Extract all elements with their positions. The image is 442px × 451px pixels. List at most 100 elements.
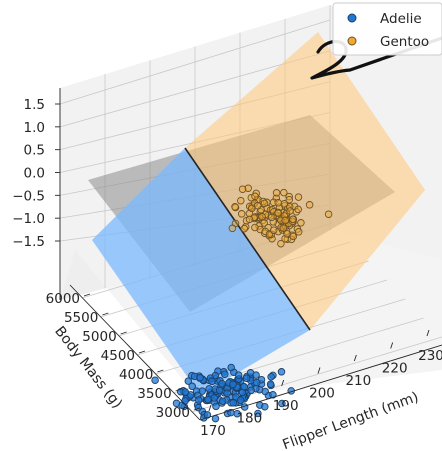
legend-marker-adelie	[347, 13, 357, 23]
data-point-gentoo	[228, 224, 237, 233]
data-points	[151, 184, 333, 423]
data-point-gentoo	[285, 195, 294, 204]
data-point-adelie	[151, 376, 159, 384]
data-point-gentoo	[245, 215, 254, 224]
x-tick-label: 210	[345, 373, 371, 389]
data-point-gentoo	[251, 192, 259, 201]
data-point-gentoo	[294, 193, 303, 201]
x-tick-mark	[317, 367, 321, 374]
data-point-adelie	[188, 382, 196, 391]
data-point-gentoo	[294, 228, 303, 236]
data-point-gentoo	[324, 210, 333, 218]
data-point-gentoo	[237, 196, 245, 205]
decision-boundary-line	[184, 147, 311, 331]
y-tick-label: 3500	[137, 386, 171, 402]
y-tick-label: 4500	[101, 348, 135, 364]
x-tick-mark	[353, 354, 357, 362]
data-point-adelie	[247, 386, 255, 395]
data-point-adelie	[229, 380, 237, 389]
data-point-adelie	[172, 399, 181, 408]
z-tick-label: −0.5	[12, 188, 45, 204]
data-point-adelie	[181, 397, 189, 405]
z-tick-label: −1.5	[12, 234, 45, 250]
data-point-gentoo	[277, 239, 285, 248]
data-point-gentoo	[283, 230, 291, 238]
legend-label-adelie: Adelie	[380, 11, 422, 27]
data-point-gentoo	[289, 215, 297, 224]
data-point-adelie	[227, 363, 235, 372]
data-point-gentoo	[268, 213, 276, 222]
data-point-adelie	[221, 370, 229, 378]
x-axis-label: Flipper Length (mm)	[281, 389, 421, 451]
x-tick-mark	[426, 329, 430, 337]
legend: Adelie Gentoo	[332, 2, 442, 56]
y-axis: 3000 3500 4000 4500 5000 5500 6000	[46, 284, 201, 421]
data-point-adelie	[252, 378, 261, 387]
data-point-gentoo	[286, 207, 294, 215]
z-tick-label: 1.0	[24, 120, 45, 136]
x-tick-label: 230	[418, 348, 442, 364]
data-point-gentoo	[258, 212, 266, 221]
data-point-adelie	[277, 368, 286, 376]
z-axis: −1.5 −1.0 −0.5 0.0 0.5 1.0 1.5	[12, 88, 61, 300]
data-point-gentoo	[231, 203, 239, 211]
data-point-gentoo	[289, 232, 298, 241]
y-tick-mark	[193, 407, 201, 411]
data-point-gentoo	[274, 199, 282, 207]
data-point-adelie	[223, 389, 231, 398]
data-point-gentoo	[260, 199, 269, 208]
legend-label-gentoo: Gentoo	[380, 34, 429, 50]
data-point-adelie	[204, 395, 212, 404]
x-tick-label: 220	[382, 361, 408, 377]
data-point-adelie	[203, 411, 212, 419]
data-point-adelie	[229, 399, 238, 407]
data-point-adelie	[215, 386, 224, 395]
data-point-gentoo	[297, 219, 305, 227]
data-point-adelie	[194, 403, 203, 412]
data-point-adelie	[184, 377, 193, 385]
data-point-gentoo	[280, 188, 288, 197]
y-tick-mark	[120, 331, 127, 335]
data-point-gentoo	[279, 224, 288, 232]
legend-box	[332, 2, 442, 56]
data-point-gentoo	[281, 216, 289, 225]
data-point-gentoo	[272, 189, 281, 197]
y-axis-line	[69, 284, 201, 421]
data-point-adelie	[266, 380, 275, 388]
data-point-gentoo	[305, 201, 314, 209]
y-tick-label: 6000	[46, 291, 80, 307]
data-point-adelie	[261, 402, 269, 411]
z-tick-label: −1.0	[12, 211, 45, 227]
y-tick-label: 5500	[64, 310, 98, 326]
data-point-adelie	[278, 399, 286, 408]
y-tick-label: 4000	[119, 367, 153, 383]
data-point-gentoo	[244, 184, 252, 192]
x-tick-mark	[244, 392, 248, 399]
x-tick-mark	[281, 379, 285, 387]
y-tick-mark	[138, 350, 146, 354]
data-point-adelie	[240, 382, 248, 391]
x-tick-mark	[390, 342, 394, 349]
data-point-adelie	[208, 377, 216, 386]
x-tick-mark	[208, 404, 212, 412]
z-tick-label: 0.0	[24, 166, 45, 182]
data-point-adelie	[252, 371, 260, 379]
y-tick-label: 3000	[156, 405, 190, 421]
data-point-adelie	[196, 373, 204, 382]
z-tick-label: 1.5	[24, 97, 45, 113]
adelie-decision-plane	[92, 148, 310, 395]
data-point-adelie	[267, 373, 275, 381]
y-tick-label: 5000	[82, 329, 116, 345]
data-point-adelie	[236, 396, 245, 404]
data-point-gentoo	[237, 210, 246, 218]
data-point-gentoo	[240, 224, 249, 233]
z-tick-label: 0.5	[24, 143, 45, 159]
x-axis: 170 180 190 200 210 220 230	[199, 329, 442, 439]
data-point-adelie	[212, 402, 220, 411]
data-point-gentoo	[274, 209, 282, 217]
data-point-gentoo	[269, 226, 278, 234]
x-tick-label: 180	[236, 411, 262, 427]
x-tick-label: 170	[200, 423, 226, 439]
